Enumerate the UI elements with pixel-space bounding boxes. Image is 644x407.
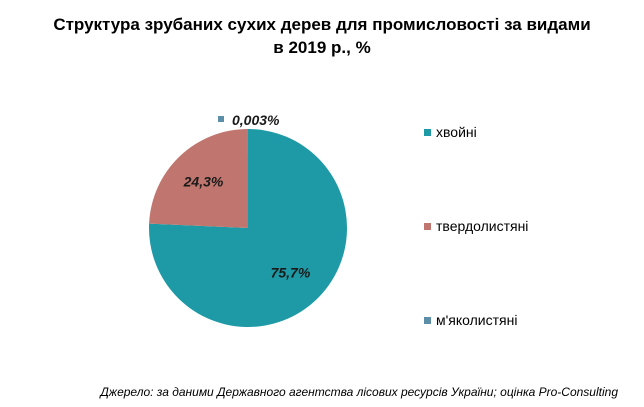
pie-label-marker-2 — [218, 116, 224, 122]
pie-label-1: 24,3% — [183, 174, 224, 190]
source-note: Джерело: за даними Державного агентства … — [100, 385, 618, 399]
legend-label-hardwood: твердолистяні — [436, 218, 529, 234]
chart-title-line-1: Структура зрубаних сухих дерев для проми… — [53, 15, 591, 34]
pie-label-2: 0,003% — [232, 112, 280, 128]
pie-slice-1 — [149, 129, 248, 228]
legend-item-conifer: хвойні — [424, 124, 477, 140]
legend-swatch-hardwood — [424, 222, 431, 230]
legend-label-softwood: м'яколистяні — [436, 312, 518, 328]
legend-label-conifer: хвойні — [436, 124, 477, 140]
pie-slice-0 — [148, 129, 347, 328]
chart-title-line-2: в 2019 р., % — [273, 38, 371, 57]
legend-swatch-softwood — [424, 316, 431, 324]
pie-label-0: 75,7% — [271, 264, 311, 280]
legend-item-hardwood: твердолистяні — [424, 218, 528, 234]
legend-item-softwood: м'яколистяні — [424, 312, 517, 328]
legend-swatch-conifer — [424, 128, 431, 136]
